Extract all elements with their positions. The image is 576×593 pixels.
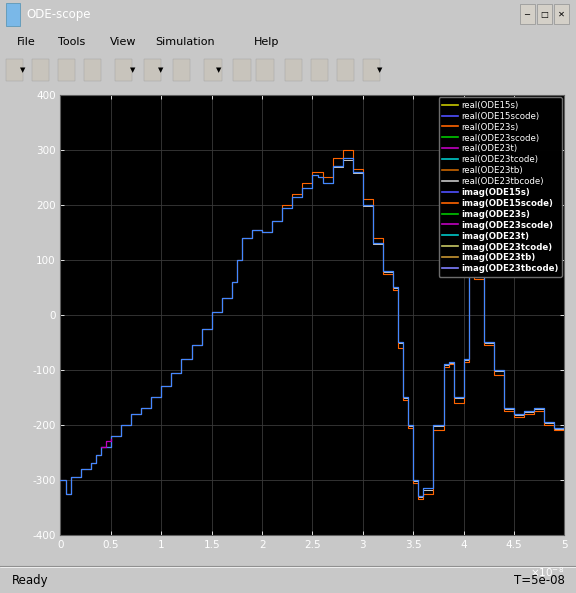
Bar bbox=[233, 59, 251, 81]
Text: Tools: Tools bbox=[58, 37, 85, 46]
Bar bbox=[6, 3, 20, 25]
Text: □: □ bbox=[540, 9, 548, 19]
Bar bbox=[115, 59, 132, 81]
Bar bbox=[311, 59, 328, 81]
Bar bbox=[173, 59, 190, 81]
Bar bbox=[337, 59, 354, 81]
Legend: real(ODE15s), real(ODE15scode), real(ODE23s), real(ODE23scode), real(ODE23t), re: real(ODE15s), real(ODE15scode), real(ODE… bbox=[439, 97, 562, 277]
Text: Ready: Ready bbox=[12, 573, 48, 586]
Bar bbox=[285, 59, 302, 81]
Text: $\times10^{-8}$: $\times10^{-8}$ bbox=[530, 566, 564, 579]
Bar bbox=[84, 59, 101, 81]
Text: ODE-scope: ODE-scope bbox=[26, 8, 90, 21]
Text: View: View bbox=[109, 37, 136, 46]
Bar bbox=[6, 59, 23, 81]
Text: ▼: ▼ bbox=[377, 67, 382, 74]
Bar bbox=[144, 59, 161, 81]
Text: Simulation: Simulation bbox=[156, 37, 215, 46]
Bar bbox=[363, 59, 380, 81]
Text: ▼: ▼ bbox=[20, 67, 25, 74]
Bar bbox=[537, 4, 552, 24]
Text: ✕: ✕ bbox=[558, 9, 565, 19]
Bar bbox=[256, 59, 274, 81]
Text: T=5e-08: T=5e-08 bbox=[514, 573, 564, 586]
Bar bbox=[204, 59, 222, 81]
Text: File: File bbox=[17, 37, 36, 46]
Text: ▼: ▼ bbox=[130, 67, 135, 74]
Bar bbox=[554, 4, 569, 24]
Text: ─: ─ bbox=[525, 9, 529, 19]
Text: ▼: ▼ bbox=[216, 67, 221, 74]
Bar bbox=[32, 59, 49, 81]
Bar bbox=[58, 59, 75, 81]
Bar bbox=[520, 4, 535, 24]
Text: Help: Help bbox=[253, 37, 279, 46]
Text: ▼: ▼ bbox=[158, 67, 164, 74]
